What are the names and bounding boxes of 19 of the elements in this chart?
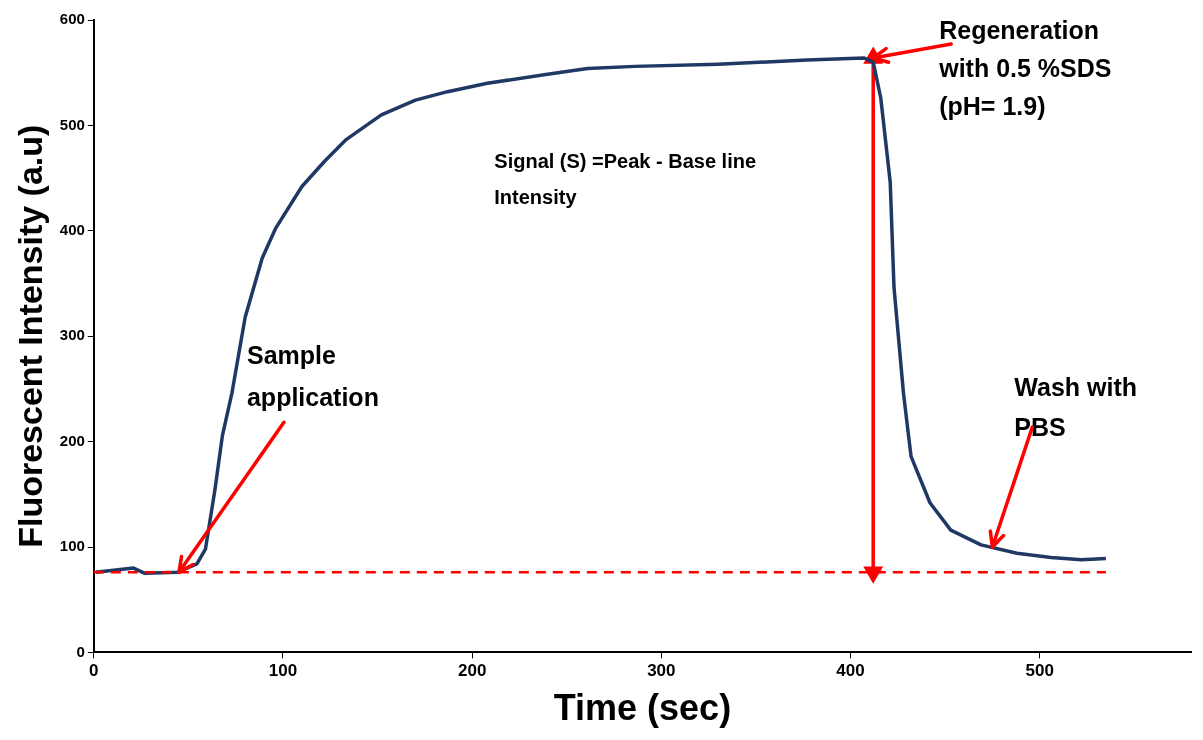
annotation: Regeneration with 0.5 %SDS (pH= 1.9) xyxy=(938,16,1112,121)
annotation: Sample application xyxy=(246,340,379,411)
y-tick-label: 500 xyxy=(59,115,85,133)
y-tick-label: 200 xyxy=(59,431,85,449)
x-tick-label: 400 xyxy=(836,661,865,681)
y-axis-title: Fluorescent Intensity (a.u) xyxy=(10,124,49,548)
annotation: Wash with PBS xyxy=(1014,373,1138,442)
x-tick-label: 300 xyxy=(647,661,676,681)
x-tick-label: 200 xyxy=(457,661,487,681)
x-tick-label: 0 xyxy=(89,661,99,681)
x-tick-label: 100 xyxy=(268,661,298,681)
y-tick-label: 300 xyxy=(59,326,85,344)
x-tick-label: 500 xyxy=(1025,661,1054,681)
y-tick-label: 0 xyxy=(76,642,85,660)
y-tick-label: 100 xyxy=(59,537,85,555)
annotation: Signal (S) =Peak - Base line Intensity xyxy=(494,150,757,209)
x-axis-title: Time (sec) xyxy=(553,687,732,729)
y-tick-label: 400 xyxy=(59,220,85,238)
y-tick-label: 600 xyxy=(59,10,85,28)
